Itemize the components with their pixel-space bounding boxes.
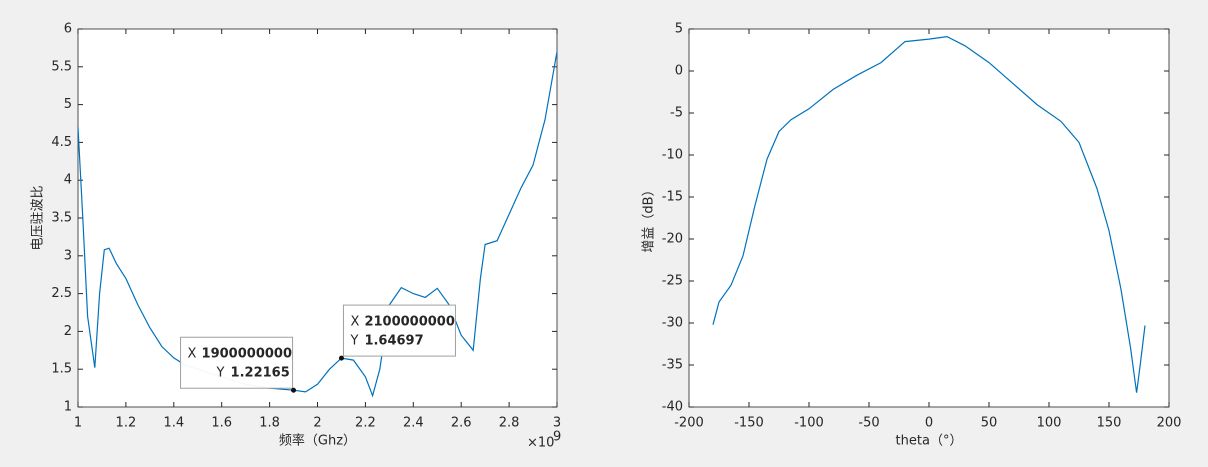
x-axis-label: 频率（Ghz）: [279, 433, 356, 449]
y-tick-label: 3.5: [51, 211, 72, 226]
y-tick-label: -30: [662, 316, 683, 331]
x-tick-label: 1.6: [211, 416, 232, 431]
plot-area: [77, 28, 558, 408]
datatip-point: [338, 355, 344, 361]
x-exponent-power: 9: [553, 430, 561, 445]
datatip-y-label: Y: [349, 334, 358, 349]
y-tick-label: -35: [662, 358, 683, 373]
x-tick-label: -50: [858, 416, 879, 431]
datatip-y-value: 1.22165: [231, 366, 290, 381]
y-tick-label: -5: [670, 106, 683, 121]
datatip-x-value: 2100000000: [364, 315, 454, 330]
x-tick-label: 2.4: [403, 416, 424, 431]
datatip-y-label: Y: [216, 366, 225, 381]
y-tick-label: 1.5: [51, 362, 72, 377]
y-tick-label: -15: [662, 190, 683, 205]
x-tick-label: -150: [734, 416, 764, 431]
y-axis-label: 电压驻波比: [31, 185, 46, 250]
y-axis-label: 增益（dB）: [642, 183, 657, 252]
y-tick-label: 2: [64, 324, 72, 339]
datatip-x-label: X: [350, 315, 359, 330]
y-tick-label: 4.5: [51, 135, 72, 150]
x-tick-label: -200: [674, 416, 704, 431]
x-axis-label: theta（°）: [896, 434, 963, 449]
y-tick-label: -40: [662, 400, 683, 415]
x-tick-label: 1.8: [259, 416, 280, 431]
y-tick-label: -10: [662, 148, 683, 163]
y-tick-label: 4: [64, 173, 72, 188]
y-tick-label: 6: [64, 22, 72, 37]
x-tick-label: 2.8: [499, 416, 520, 431]
x-exponent: ×10: [527, 436, 554, 451]
datatip-box: [180, 336, 294, 389]
plot-area: [688, 28, 1170, 408]
data-line: [712, 35, 1146, 393]
x-tick-label: 50: [981, 416, 998, 431]
x-tick-label: 200: [1157, 416, 1182, 431]
datatip-x-label: X: [188, 347, 197, 362]
x-tick-label: 1: [74, 416, 82, 431]
y-tick-label: 0: [675, 64, 683, 79]
x-tick-label: 1.2: [116, 416, 137, 431]
x-tick-label: 2: [313, 416, 321, 431]
datatip: X 2100000000 Y 1.64697: [342, 304, 456, 357]
datatip-y-value: 1.64697: [364, 334, 423, 349]
y-tick-label: 2.5: [51, 286, 72, 301]
x-tick-label: 100: [1037, 416, 1062, 431]
y-tick-label: 1: [64, 400, 72, 415]
x-tick-label: 2.2: [355, 416, 376, 431]
y-tick-label: -20: [662, 232, 683, 247]
x-tick-label: 0: [925, 416, 933, 431]
x-tick-label: 1.4: [163, 416, 184, 431]
datatip-x-value: 1900000000: [202, 347, 292, 362]
x-tick-label: 3: [553, 416, 561, 431]
y-tick-label: 5.5: [51, 59, 72, 74]
data-line: [77, 51, 558, 398]
datatip: X 1900000000 Y 1.22165: [180, 336, 294, 389]
x-tick-label: 150: [1097, 416, 1122, 431]
x-tick-label: -100: [794, 416, 824, 431]
y-tick-label: -25: [662, 274, 683, 289]
y-tick-label: 5: [675, 22, 683, 37]
datatip-box: [342, 304, 456, 357]
y-tick-label: 5: [64, 97, 72, 112]
datatip-point: [291, 387, 297, 393]
x-tick-label: 2.6: [451, 416, 472, 431]
y-tick-label: 3: [64, 248, 72, 263]
